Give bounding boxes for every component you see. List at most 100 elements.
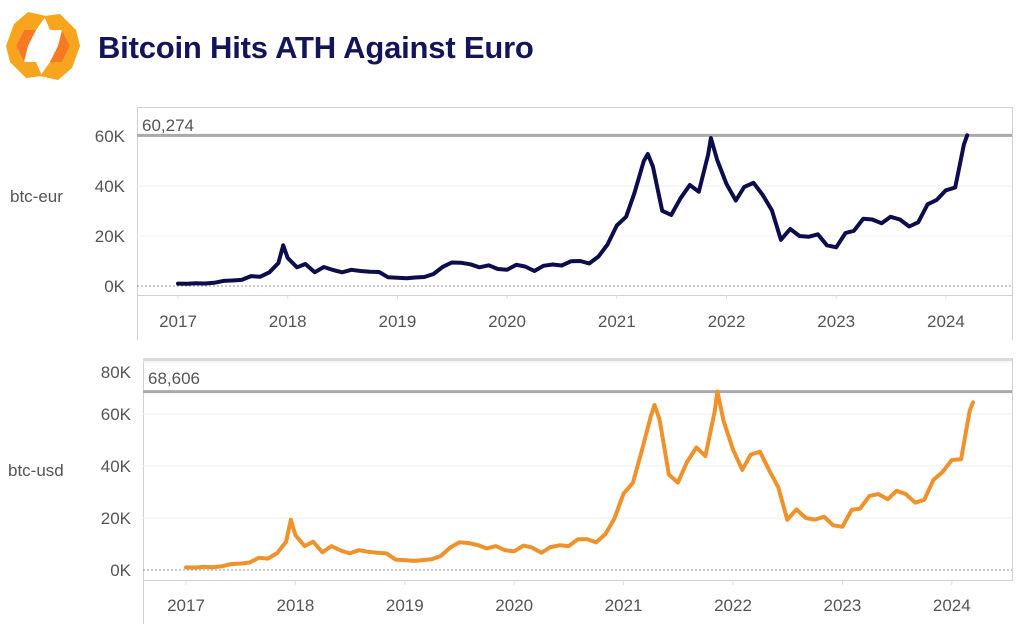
data-point [459,261,463,265]
data-point [339,548,343,553]
data-point [422,275,427,279]
data-point [257,556,261,560]
data-point [395,276,399,280]
data-point [578,259,582,263]
data-point [258,275,262,279]
data-point [813,517,817,522]
data-point [202,565,206,569]
data-point [303,262,308,266]
data-point [295,265,299,269]
x-tick-label: 2023 [823,596,861,615]
data-point [624,215,628,219]
reference-line-label: 68,606 [148,369,200,388]
data-point [193,565,197,570]
data-point [688,183,692,187]
data-point [767,468,771,472]
data-point [870,217,874,222]
data-point [596,254,601,259]
data-point [377,270,381,274]
y-tick-label: 60K [95,127,126,146]
data-point [858,507,862,511]
data-point [366,550,370,554]
data-point [266,556,270,561]
data-point [439,554,443,558]
btc-usd-chart: btc-usd 68,606 0K 20K 40K 60K 80K 2017 2018 201… [8,358,1013,624]
data-point [840,525,845,529]
y-tick-label: 40K [95,177,126,196]
data-point [238,561,242,566]
x-tick-label: 2017 [167,596,205,615]
x-tick-label: 2020 [488,312,526,331]
data-point [448,546,452,550]
data-point [852,229,856,233]
data-point [466,541,470,545]
reference-line-label: 60,274 [142,116,194,135]
data-point [797,234,802,238]
data-point [229,562,233,566]
data-point [825,243,829,247]
data-point [212,281,216,285]
data-point [514,263,518,267]
x-tick-label: 2022 [708,312,746,331]
data-point [523,264,527,269]
x-tick-label: 2020 [495,596,533,615]
data-point [760,193,765,197]
x-tick-label: 2024 [933,596,971,615]
data-point [375,551,379,555]
x-tick-label: 2021 [598,312,636,331]
data-point [551,262,555,267]
data-point [667,472,671,477]
data-point [843,231,848,235]
data-point [477,265,482,269]
y-tick-label: 60K [101,405,132,424]
data-point [788,227,792,231]
data-point [605,242,610,247]
data-point [685,460,689,464]
data-point [722,419,726,423]
data-point [968,409,972,413]
y-tick-label: 20K [101,509,132,528]
data-point [816,232,820,236]
data-point [944,188,948,192]
x-tick-label: 2023 [817,312,855,331]
data-point [560,263,564,268]
data-point [441,265,445,269]
data-point [731,448,735,452]
y-axis-label: btc-eur [10,187,63,206]
data-point [898,217,902,222]
data-point [412,559,416,563]
data-point [749,452,753,457]
data-point [284,540,288,544]
data-point [615,223,619,228]
data-point [751,181,756,185]
data-point [247,560,252,565]
data-point [512,549,516,553]
data-point [831,523,835,527]
y-axis-label: btc-usd [8,461,64,480]
data-point [922,498,926,502]
data-point [450,260,454,265]
data-point [357,548,361,552]
data-point [697,190,701,194]
data-point [965,133,969,137]
series-line [184,389,975,570]
x-tick-label: 2017 [159,312,197,331]
data-point [221,279,225,283]
data-point [648,415,653,419]
y-tick-label: 0K [104,277,125,296]
data-point [886,497,890,501]
data-point [311,540,315,544]
data-point [804,516,808,520]
data-point [678,196,683,200]
data-point [249,274,253,278]
data-point [230,278,234,283]
data-point [548,545,552,549]
data-point [569,259,573,263]
data-point [742,185,746,189]
data-point [331,268,335,272]
data-point [539,551,544,555]
data-point [320,550,324,554]
axis-frame [137,296,1013,340]
data-point [431,272,436,276]
data-point [276,261,280,265]
